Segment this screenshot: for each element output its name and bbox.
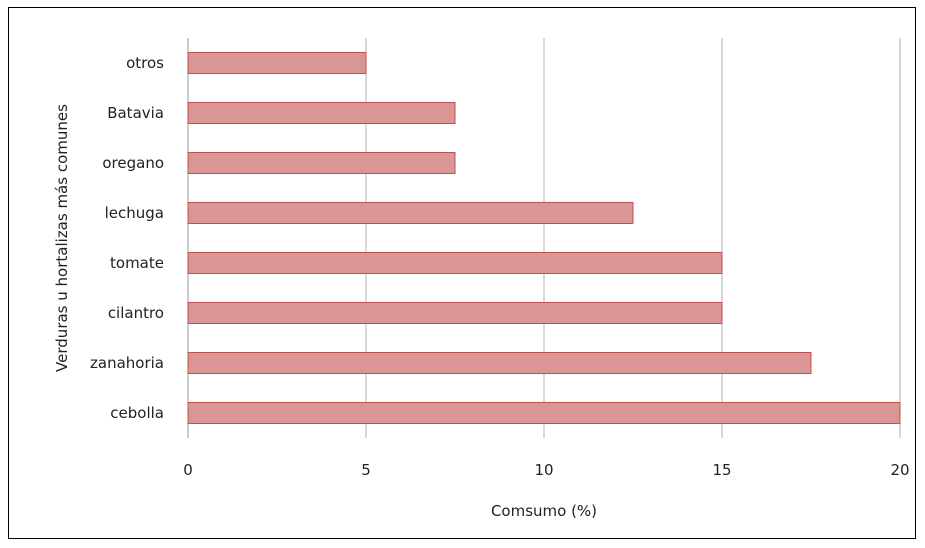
bar-Batavia: [187, 102, 456, 124]
bars: [187, 52, 901, 424]
gridlines: [365, 38, 901, 438]
bar-cebolla: [187, 402, 901, 424]
bar-otros: [187, 52, 367, 74]
x-tick-label: 15: [712, 461, 731, 479]
category-label: cilantro: [108, 304, 164, 322]
x-tick-labels: 0 5 10 15 20: [183, 461, 909, 479]
category-label: oregano: [102, 154, 164, 172]
bar-cilantro: [187, 302, 723, 324]
category-label: otros: [126, 54, 164, 72]
category-label: lechuga: [105, 204, 164, 222]
category-label: zanahoria: [90, 354, 164, 372]
x-tick-label: 5: [361, 461, 371, 479]
category-label: Batavia: [107, 104, 164, 122]
category-label: tomate: [110, 254, 164, 272]
y-axis-title: Verduras u hortalizas más comunes: [53, 104, 71, 372]
category-label: cebolla: [110, 404, 164, 422]
x-tick-label: 0: [183, 461, 193, 479]
bar-oregano: [187, 152, 456, 174]
bar-lechuga: [187, 202, 634, 224]
category-labels: otros Batavia oregano lechuga tomate cilantro…: [90, 54, 164, 422]
x-axis-title: Comsumo (%): [491, 502, 597, 520]
x-tick-label: 10: [534, 461, 553, 479]
bar-zanahoria: [187, 352, 812, 374]
bar-tomate: [187, 252, 723, 274]
x-tick-label: 20: [890, 461, 909, 479]
